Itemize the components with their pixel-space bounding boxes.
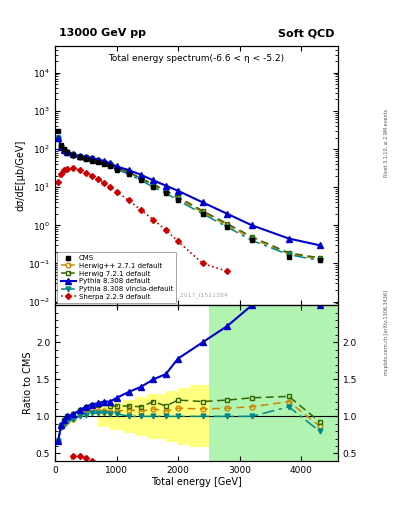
Y-axis label: Ratio to CMS: Ratio to CMS (23, 352, 33, 414)
Legend: CMS, Herwig++ 2.7.1 default, Herwig 7.2.1 default, Pythia 8.308 default, Pythia : CMS, Herwig++ 2.7.1 default, Herwig 7.2.… (57, 251, 176, 303)
Text: Total energy spectrum(-6.6 < η < -5.2): Total energy spectrum(-6.6 < η < -5.2) (108, 54, 285, 63)
Text: CMS_2017_I1511284: CMS_2017_I1511284 (164, 292, 229, 297)
Text: mcplots.cern.ch [arXiv:1306.3436]: mcplots.cern.ch [arXiv:1306.3436] (384, 290, 389, 375)
Text: Rivet 3.1.10, ≥ 2.9M events: Rivet 3.1.10, ≥ 2.9M events (384, 109, 389, 178)
Text: Soft QCD: Soft QCD (277, 28, 334, 38)
Text: 13000 GeV pp: 13000 GeV pp (59, 28, 146, 38)
Y-axis label: dσ/dE[μb/GeV]: dσ/dE[μb/GeV] (15, 140, 25, 211)
X-axis label: Total energy [GeV]: Total energy [GeV] (151, 477, 242, 487)
